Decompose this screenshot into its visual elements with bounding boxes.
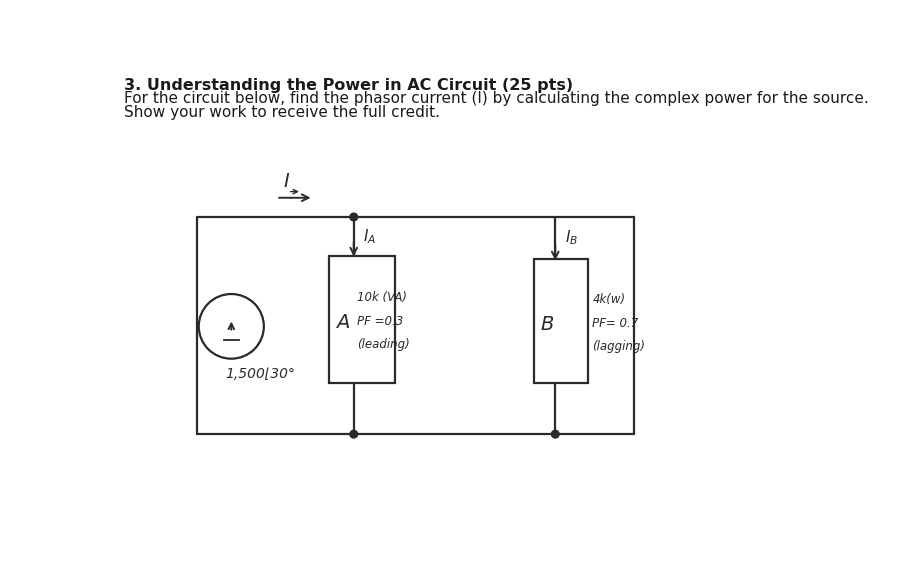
Circle shape	[551, 430, 559, 438]
Text: 10k (VA): 10k (VA)	[357, 291, 407, 304]
Text: 4k(w): 4k(w)	[592, 293, 626, 306]
Text: Show your work to receive the full credit.: Show your work to receive the full credi…	[124, 105, 440, 120]
Bar	[534, 259, 587, 382]
Text: B: B	[540, 315, 553, 335]
Text: (leading): (leading)	[357, 338, 410, 351]
Text: For the circuit below, find the phasor current (I) by calculating the complex po: For the circuit below, find the phasor c…	[124, 92, 869, 107]
Text: 3. Understanding the Power in AC Circuit (25 pts): 3. Understanding the Power in AC Circuit…	[124, 79, 574, 93]
Text: PF =0.3: PF =0.3	[357, 315, 403, 328]
Text: PF= 0.7: PF= 0.7	[592, 317, 638, 330]
Text: I: I	[283, 172, 290, 191]
Text: A: A	[336, 314, 350, 332]
Circle shape	[350, 430, 358, 438]
Bar	[329, 255, 395, 382]
Text: 1,500⌊30°: 1,500⌊30°	[225, 367, 295, 381]
Text: $I_B$: $I_B$	[565, 229, 577, 247]
Text: (lagging): (lagging)	[592, 340, 646, 353]
Text: $I_A$: $I_A$	[363, 227, 376, 246]
Circle shape	[350, 213, 358, 221]
